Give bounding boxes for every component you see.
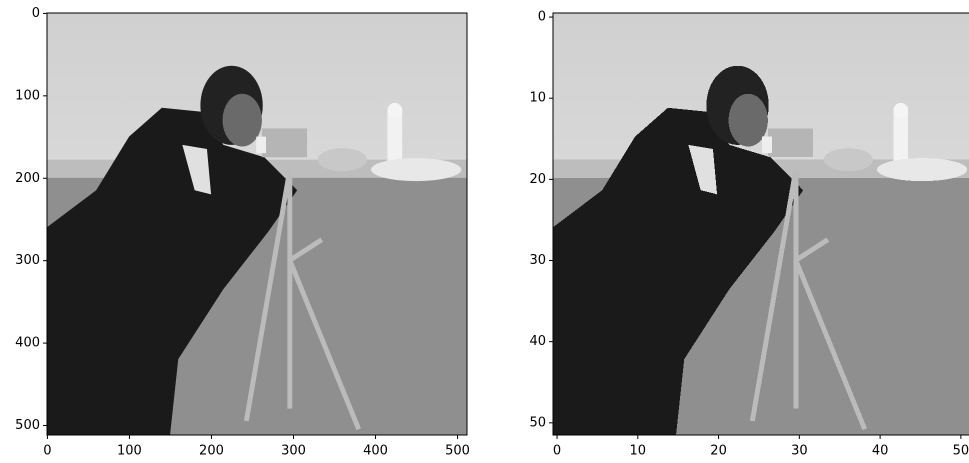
y-tick-label: 400 [15,336,40,351]
x-tick-label: 40 [872,444,889,459]
photo [47,13,467,435]
y-tick-label: 0 [538,10,546,25]
y-tick-label: 50 [529,415,546,430]
y-tick-label: 0 [32,6,40,21]
x-tick-label: 300 [281,444,306,459]
y-tick-label: 300 [15,253,40,268]
photo [553,13,969,435]
image [47,13,467,435]
x-tick-label: 50 [953,444,969,459]
y-tick-label: 10 [529,91,546,106]
x-tick-label: 500 [445,444,470,459]
x-tick-label: 0 [43,444,51,459]
y-tick-label: 20 [529,172,546,187]
y-tick-label: 40 [529,334,546,349]
x-tick-label: 10 [630,444,647,459]
x-tick-label: 20 [710,444,727,459]
x-tick-label: 400 [363,444,388,459]
x-tick-label: 0 [553,444,561,459]
y-tick-label: 30 [529,253,546,268]
image [553,13,969,435]
y-tick-label: 200 [15,171,40,186]
x-tick-label: 30 [791,444,808,459]
y-tick-label: 500 [15,418,40,433]
y-tick-label: 100 [15,88,40,103]
x-tick-label: 200 [199,444,224,459]
x-tick-label: 100 [117,444,142,459]
figure: 0100200300400500010020030040050001020304… [0,0,969,463]
